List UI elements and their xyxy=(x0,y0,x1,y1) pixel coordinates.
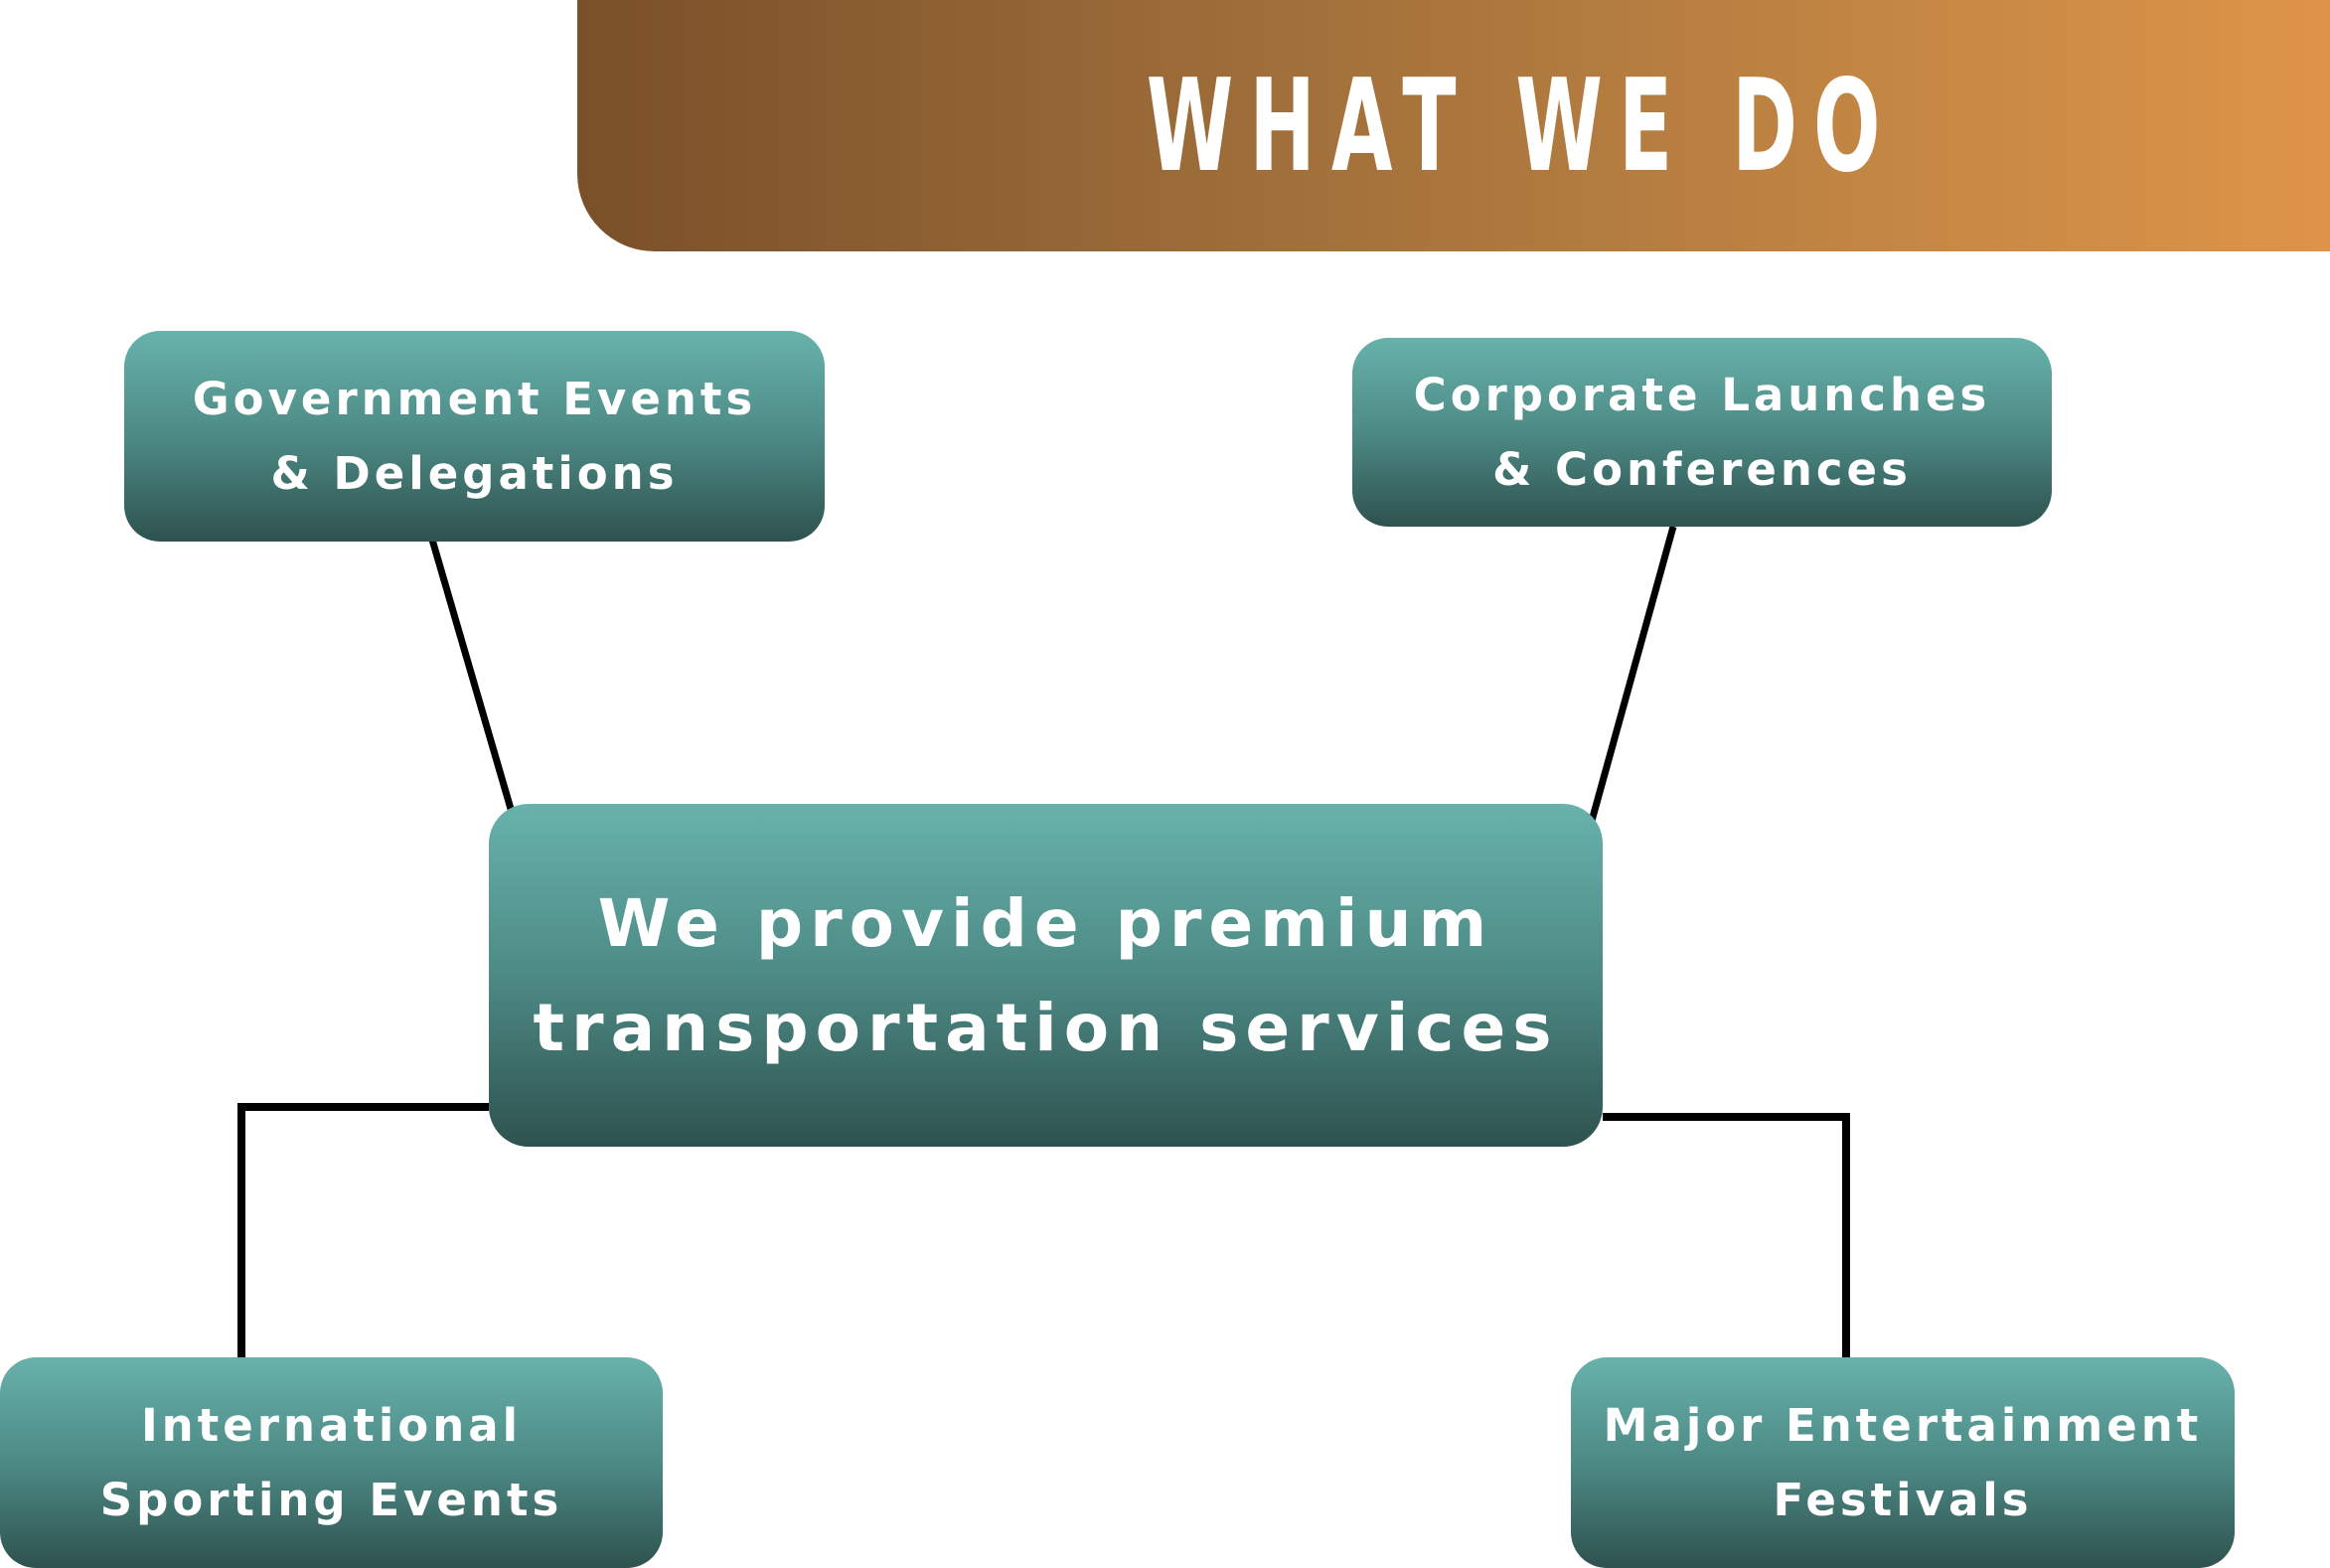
node-corporate-launches: Corporate Launches & Conferences xyxy=(1352,338,2052,527)
node-government-events: Government Events & Delegations xyxy=(124,331,825,542)
node-center-label: We provide premium transportation servic… xyxy=(533,871,1558,1080)
connector-sporting xyxy=(241,1107,489,1357)
node-sporting-events: International Sporting Events xyxy=(0,1357,663,1568)
connector-entertainment xyxy=(1603,1117,1846,1357)
node-entertainment-festivals: Major Entertainment Festivals xyxy=(1571,1357,2235,1568)
node-government-label: Government Events & Delegations xyxy=(193,362,756,511)
node-corporate-label: Corporate Launches & Conferences xyxy=(1414,358,1991,507)
node-entertainment-label: Major Entertainment Festivals xyxy=(1604,1388,2203,1537)
connector-government xyxy=(432,540,511,809)
connector-corporate xyxy=(1592,527,1673,821)
node-center-services: We provide premium transportation servic… xyxy=(489,804,1603,1147)
node-sporting-label: International Sporting Events xyxy=(100,1388,563,1537)
